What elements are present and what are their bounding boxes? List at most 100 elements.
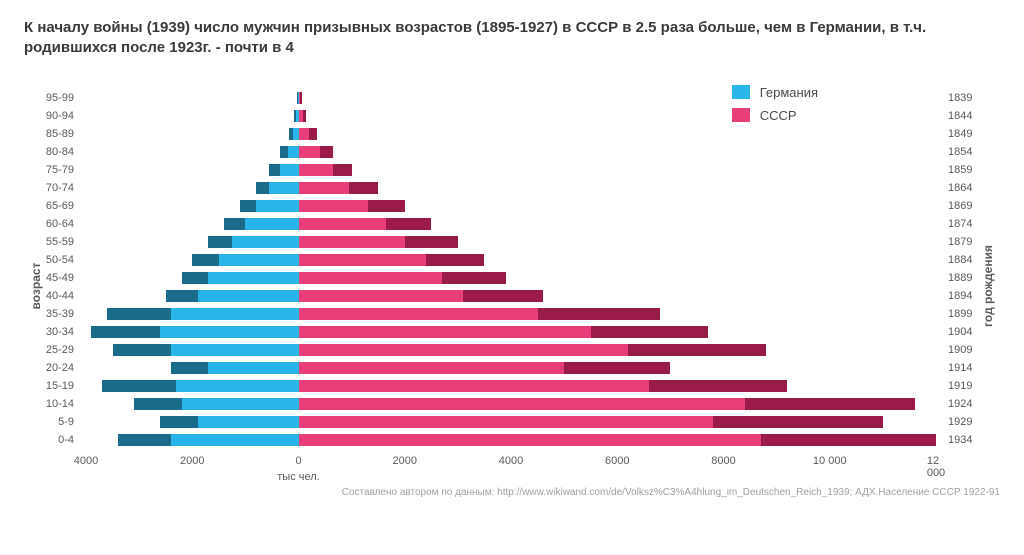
bar-area [86, 109, 936, 123]
age-label: 60-64 [40, 218, 80, 230]
bar-germany-male [171, 308, 299, 320]
bar-ussr-male [299, 254, 427, 266]
table-row: 40-441894 [86, 287, 936, 305]
bar-area [86, 289, 936, 303]
age-label: 85-89 [40, 128, 80, 140]
bar-germany-male [160, 326, 298, 338]
bar-ussr-male [299, 398, 745, 410]
table-row: 25-291909 [86, 341, 936, 359]
table-row: 60-641874 [86, 215, 936, 233]
bar-area [86, 433, 936, 447]
birth-year-label: 1879 [942, 236, 982, 248]
birth-year-label: 1849 [942, 128, 982, 140]
birth-year-label: 1869 [942, 200, 982, 212]
x-tick: 10 000 [813, 455, 847, 467]
bar-area [86, 235, 936, 249]
bar-ussr-male [299, 326, 591, 338]
x-axis: 400020000200040006000800010 00012 000тыс… [86, 451, 936, 483]
table-row: 80-841854 [86, 143, 936, 161]
bar-area [86, 307, 936, 321]
bar-ussr-male [299, 290, 464, 302]
bar-germany-male [208, 272, 298, 284]
x-tick: 12 000 [927, 455, 945, 479]
age-label: 90-94 [40, 110, 80, 122]
bar-germany-male [219, 254, 299, 266]
birth-year-label: 1894 [942, 290, 982, 302]
bar-ussr-male [299, 416, 713, 428]
bar-germany-male [280, 164, 299, 176]
bar-ussr-male [299, 146, 320, 158]
bar-area [86, 127, 936, 141]
table-row: 65-691869 [86, 197, 936, 215]
bar-ussr-male [299, 308, 538, 320]
age-label: 20-24 [40, 362, 80, 374]
table-row: 45-491889 [86, 269, 936, 287]
bar-area [86, 91, 936, 105]
age-label: 35-39 [40, 308, 80, 320]
age-label: 65-69 [40, 200, 80, 212]
age-label: 10-14 [40, 398, 80, 410]
bar-ussr-male [299, 434, 761, 446]
bar-area [86, 397, 936, 411]
age-label: 95-99 [40, 92, 80, 104]
bar-area [86, 325, 936, 339]
birth-year-label: 1884 [942, 254, 982, 266]
y-axis-right-label: год рождения [981, 245, 995, 327]
age-label: 75-79 [40, 164, 80, 176]
table-row: 30-341904 [86, 323, 936, 341]
source-attribution: Составлено автором по данным: http://www… [24, 487, 1000, 498]
table-row: 5-91929 [86, 413, 936, 431]
bar-area [86, 217, 936, 231]
bar-ussr-male [299, 344, 628, 356]
bar-germany-male [256, 200, 299, 212]
birth-year-label: 1864 [942, 182, 982, 194]
x-tick: 2000 [393, 455, 417, 467]
bar-germany-male [245, 218, 298, 230]
age-label: 40-44 [40, 290, 80, 302]
birth-year-label: 1919 [942, 380, 982, 392]
bar-ussr-male [299, 272, 442, 284]
bar-area [86, 145, 936, 159]
age-label: 70-74 [40, 182, 80, 194]
table-row: 95-991839 [86, 89, 936, 107]
birth-year-label: 1854 [942, 146, 982, 158]
table-row: 35-391899 [86, 305, 936, 323]
age-label: 15-19 [40, 380, 80, 392]
bar-germany-male [232, 236, 298, 248]
bar-area [86, 415, 936, 429]
age-label: 55-59 [40, 236, 80, 248]
bar-area [86, 181, 936, 195]
age-label: 0-4 [40, 434, 80, 446]
table-row: 70-741864 [86, 179, 936, 197]
age-label: 5-9 [40, 416, 80, 428]
birth-year-label: 1934 [942, 434, 982, 446]
bar-ussr-male [299, 218, 387, 230]
chart-area: возраст год рождения Германия СССР 95-99… [86, 89, 938, 483]
bar-germany-male [182, 398, 299, 410]
table-row: 55-591879 [86, 233, 936, 251]
x-tick: 4000 [499, 455, 523, 467]
bar-germany-male [288, 146, 299, 158]
birth-year-label: 1924 [942, 398, 982, 410]
bar-germany-male [269, 182, 298, 194]
birth-year-label: 1909 [942, 344, 982, 356]
x-tick: 4000 [74, 455, 98, 467]
table-row: 85-891849 [86, 125, 936, 143]
bar-ussr-male [299, 110, 303, 122]
birth-year-label: 1859 [942, 164, 982, 176]
birth-year-label: 1839 [942, 92, 982, 104]
x-tick: 8000 [711, 455, 735, 467]
x-tick: 2000 [180, 455, 204, 467]
table-row: 50-541884 [86, 251, 936, 269]
age-label: 50-54 [40, 254, 80, 266]
table-row: 20-241914 [86, 359, 936, 377]
chart-rows: 95-99183990-94184485-89184980-84185475-7… [86, 89, 936, 449]
bar-area [86, 271, 936, 285]
bar-germany-male [171, 434, 299, 446]
bar-area [86, 361, 936, 375]
table-row: 0-41934 [86, 431, 936, 449]
chart-title: К началу войны (1939) число мужчин призы… [24, 18, 1000, 59]
birth-year-label: 1899 [942, 308, 982, 320]
bar-ussr-male [299, 182, 349, 194]
age-label: 80-84 [40, 146, 80, 158]
